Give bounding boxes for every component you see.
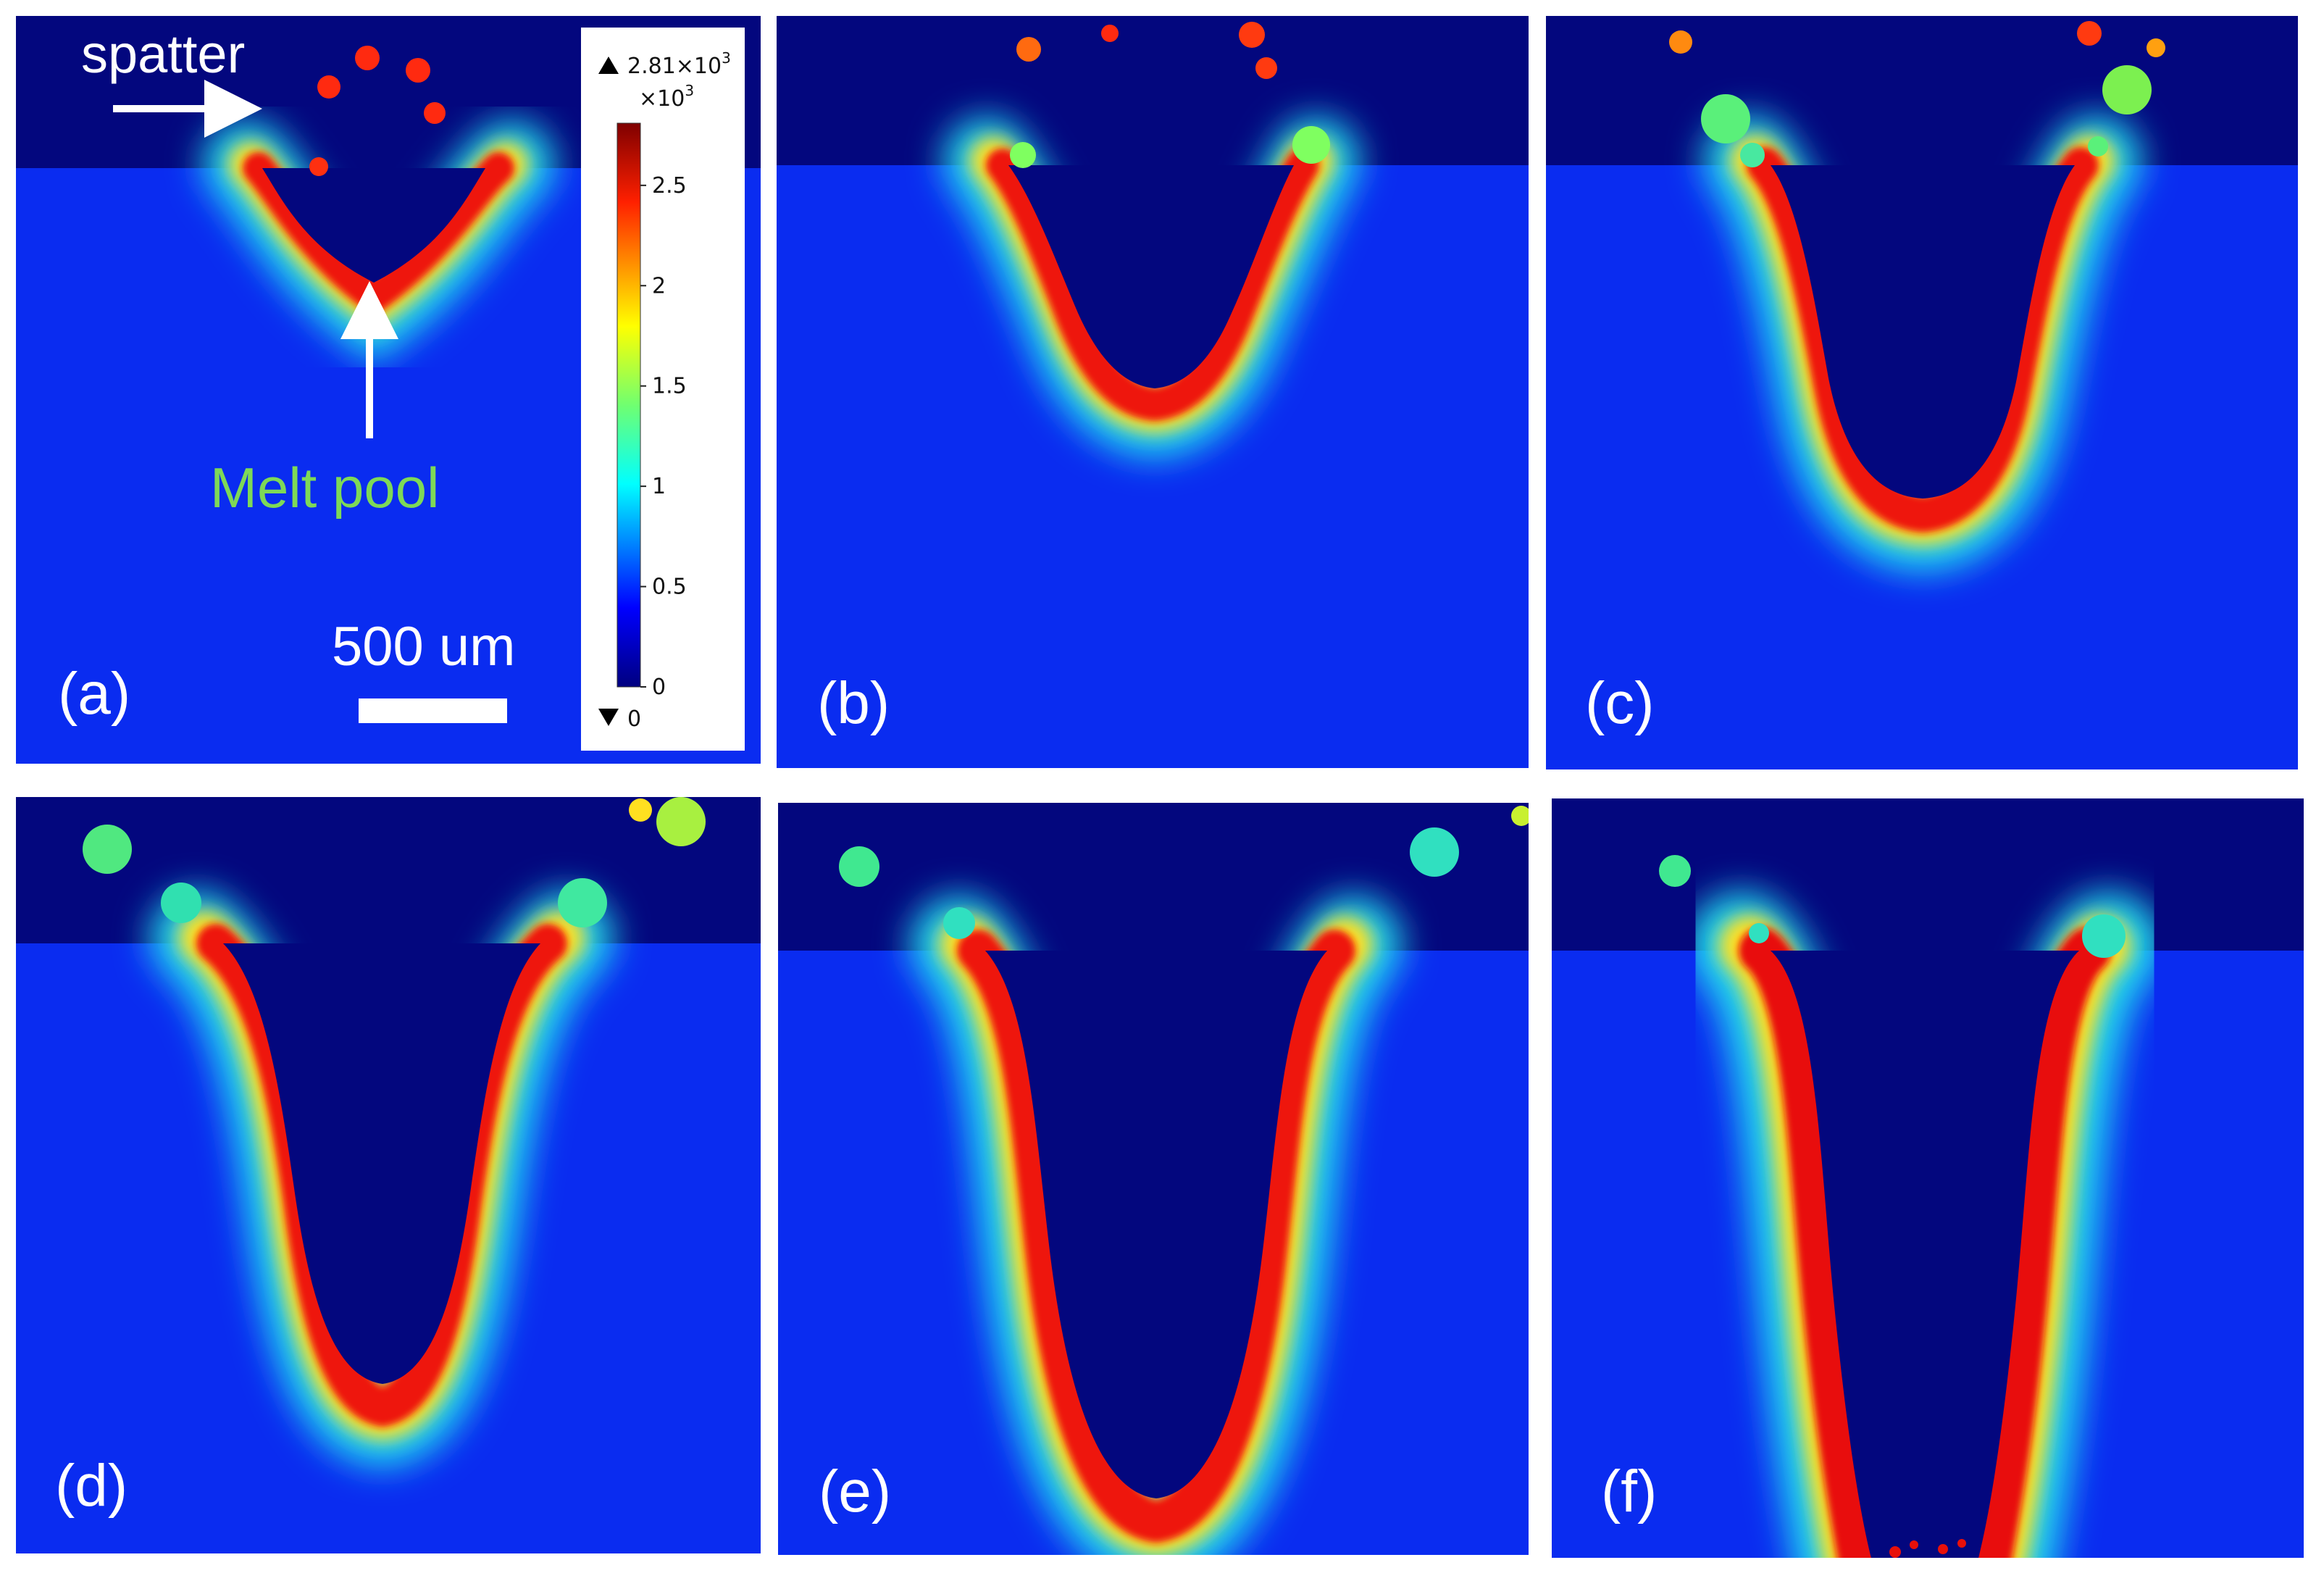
scale-bar-label: 500 um [332,616,516,677]
panel-label-d: (d) [55,1453,128,1519]
colorbar-gradient [616,122,641,688]
melt-pool-annotation: Melt pool [210,281,440,520]
scale-bar: 500 um [332,616,516,723]
spatter-label: spatter [81,24,245,84]
panel-label-b: (b) [817,670,890,736]
colorbar-tick-label: 2.5 [652,173,687,199]
panel-c: (c) [1546,16,2298,769]
colorbar-tick-label: 1 [652,474,666,499]
panel-label-e: (e) [819,1459,891,1524]
panel-label-a: (a) [58,661,130,727]
panel-b: (b) [777,16,1529,768]
panel-f: (f) [1552,798,2304,1558]
panel-label-c: (c) [1585,670,1655,736]
max-triangle-icon [598,57,619,74]
colorbar-tick-label: 0 [652,675,666,700]
colorbar-max-label: 2.81×103 [627,49,731,79]
panel-label-f: (f) [1601,1459,1657,1524]
spatter-annotation: spatter [81,24,262,138]
melt-pool-label: Melt pool [210,456,440,520]
colorbar-tick-label: 0.5 [652,575,687,600]
colorbar-multiplier: ×103 [639,82,694,112]
min-triangle-icon [598,709,619,726]
colorbar-tick-label: 1.5 [652,374,687,399]
colorbar: 2.81×103 ×103 2.5 2 1.5 1 0.5 0 0 [581,28,745,751]
panel-d: (d) [16,797,761,1553]
panel-e: (e) [778,803,1529,1555]
colorbar-min-label: 0 [627,706,641,732]
scale-bar-line [359,698,507,723]
colorbar-tick-label: 2 [652,273,666,299]
